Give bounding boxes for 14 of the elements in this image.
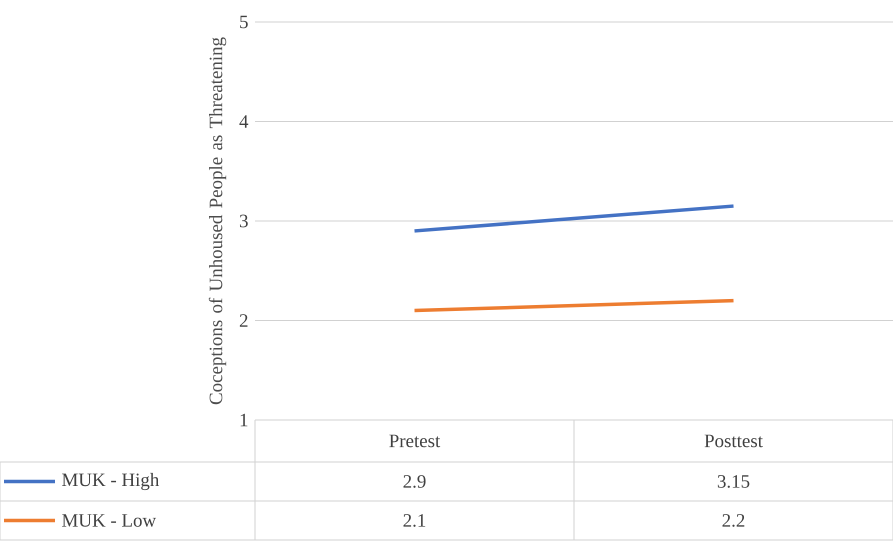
legend-label: MUK - Low <box>62 514 156 527</box>
legend-label: MUK - High <box>62 472 160 490</box>
data-label: 2.1 <box>404 514 426 527</box>
y-axis-title: Coceptions of Unhoused People as Threatening <box>208 37 226 404</box>
y-tick-label: 3 <box>240 214 248 228</box>
y-tick-label: 2 <box>240 314 248 327</box>
data-label: 2.2 <box>722 514 744 527</box>
y-tick-label: 5 <box>240 16 248 28</box>
x-tick-label: Posttest <box>704 434 763 448</box>
data-label: 2.9 <box>404 475 426 488</box>
data-label: 3.15 <box>718 475 750 488</box>
y-tick-label: 4 <box>239 115 248 128</box>
y-tick-label: 1 <box>240 414 248 426</box>
x-tick-label: Pretest <box>389 434 440 448</box>
